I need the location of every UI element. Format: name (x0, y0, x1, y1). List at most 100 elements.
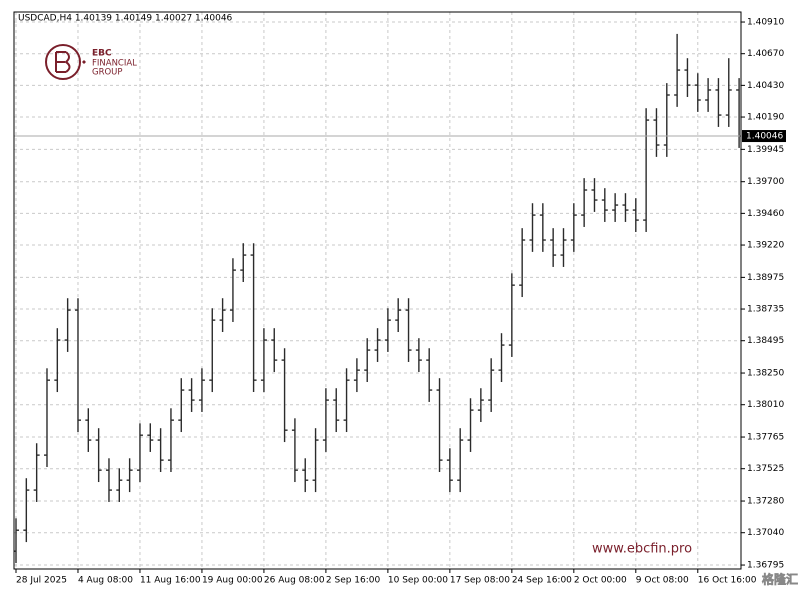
y-tick-label: 1.40670 (747, 49, 784, 59)
last-price-label: 1.40046 (746, 132, 783, 142)
chart-title: USDCAD,H4 1.40139 1.40149 1.40027 1.4004… (18, 14, 233, 24)
ohlc-bar (219, 298, 226, 333)
ohlc-bar (157, 428, 164, 473)
ohlc-bar (674, 33, 681, 107)
ohlc-bar (343, 368, 350, 433)
ohlc-bar (705, 78, 712, 112)
ohlc-bar (188, 378, 195, 412)
ohlc-bar (405, 298, 412, 362)
ohlc-bar (426, 348, 433, 402)
ohlc-bar (519, 228, 526, 298)
ohlc-bar (95, 428, 102, 483)
ohlc-bar (560, 228, 567, 267)
y-tick-label: 1.39945 (747, 145, 784, 155)
ohlc-bar (591, 178, 598, 212)
ohlc-bar (622, 193, 629, 222)
ohlc-bar (74, 298, 81, 433)
x-tick-label: 28 Jul 2025 (16, 576, 67, 586)
logo-ring (45, 44, 81, 80)
ohlc-bar (85, 408, 92, 452)
ohlc-bar (209, 308, 216, 393)
ohlc-bar (498, 333, 505, 383)
ohlc-bar (105, 458, 112, 502)
logo-text: GROUP (92, 68, 123, 78)
y-tick-label: 1.39460 (747, 209, 784, 219)
ohlc-bar (250, 243, 257, 393)
ohlc-bar (64, 298, 71, 352)
y-tick-label: 1.38735 (747, 305, 784, 315)
ohlc-bar (364, 338, 371, 383)
watermark: www.ebcfin.pro (592, 542, 692, 557)
ohlc-bar (663, 83, 670, 157)
x-tick-label: 19 Aug 00:00 (202, 576, 263, 586)
ohlc-bar (446, 448, 453, 493)
ohlc-bar (550, 228, 557, 267)
ohlc-bar (281, 348, 288, 443)
x-tick-label: 26 Aug 08:00 (264, 576, 325, 586)
ohlc-bar (384, 308, 391, 352)
ohlc-bar (136, 423, 143, 483)
y-tick-label: 1.37280 (747, 497, 784, 507)
ohlc-bar (167, 408, 174, 473)
ohlc-bar (715, 78, 722, 127)
ohlc-bar (54, 328, 61, 393)
ohlc-bar (684, 58, 691, 97)
y-tick-label: 1.38975 (747, 273, 784, 283)
corner-watermark: 格隆汇 (762, 572, 798, 587)
ohlc-bar (43, 368, 50, 467)
ohlc-bar (178, 378, 185, 433)
ohlc-bar (643, 108, 650, 232)
ohlc-bar (312, 428, 319, 493)
ohlc-bar (725, 58, 732, 127)
ohlc-bar (353, 358, 360, 393)
y-tick-label: 1.36795 (747, 561, 784, 571)
ohlc-bar (612, 193, 619, 222)
logo-dot (82, 60, 86, 64)
x-tick-label: 17 Sep 08:00 (450, 576, 510, 586)
plot-frame (13, 11, 742, 570)
ohlc-bar (126, 458, 133, 493)
y-tick-label: 1.39700 (747, 177, 784, 187)
ohlc-bar (116, 468, 123, 502)
y-tick-label: 1.40190 (747, 113, 784, 123)
ohlc-bar (33, 443, 40, 502)
x-tick-label: 10 Sep 00:00 (388, 576, 448, 586)
ohlc-bar (467, 398, 474, 452)
x-tick-label: 9 Oct 08:00 (636, 576, 689, 586)
x-tick-label: 2 Oct 00:00 (574, 576, 627, 586)
bars (14, 33, 741, 564)
x-tick-label: 11 Aug 16:00 (140, 576, 201, 586)
logo-mark (55, 51, 71, 73)
ohlc-bar (581, 178, 588, 227)
y-tick-label: 1.38010 (747, 400, 784, 410)
axes: 1.40910 1.40670 1.40430 1.40190 1.39945 1.397… (15, 18, 786, 586)
ohlc-bar (302, 458, 309, 493)
ohlc-bar (529, 203, 536, 252)
logo-text: EBC (92, 49, 112, 59)
ohlc-bar (539, 203, 546, 252)
ohlc-bar (271, 328, 278, 372)
x-tick-label: 24 Sep 16:00 (512, 576, 572, 586)
ohlc-bar (322, 388, 329, 452)
y-tick-label: 1.38250 (747, 369, 784, 379)
y-tick-label: 1.40430 (747, 81, 784, 91)
y-tick-label: 1.39220 (747, 241, 784, 251)
y-tick-label: 1.37040 (747, 528, 784, 538)
ohlc-bar (147, 423, 154, 452)
x-tick-label: 16 Oct 16:00 (698, 576, 757, 586)
ohlc-bar (198, 368, 205, 412)
ohlc-bar (694, 73, 701, 112)
last-price-box (742, 130, 786, 143)
ohlc-bar (395, 298, 402, 333)
ohlc-bar (570, 203, 577, 252)
ohlc-bar (508, 273, 515, 357)
x-tick-label: 4 Aug 08:00 (78, 576, 133, 586)
x-tick-label: 2 Sep 16:00 (326, 576, 381, 586)
y-tick-label: 1.38495 (747, 336, 784, 346)
ohlc-bar (291, 418, 298, 483)
y-tick-label: 1.37525 (747, 464, 784, 474)
ohlc-bar (457, 428, 464, 493)
y-tick-label: 1.40910 (747, 18, 784, 28)
ohlc-bar (229, 258, 236, 322)
